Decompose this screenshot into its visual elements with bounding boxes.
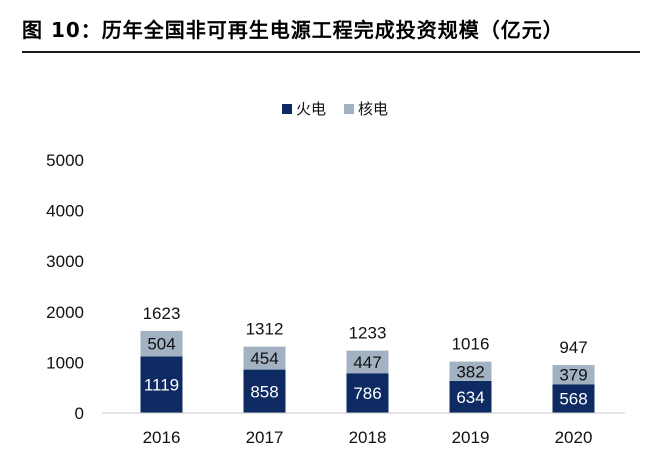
bar-segment-1 (552, 365, 595, 385)
bar-total-label: 1623 (143, 304, 181, 323)
bar-total-label: 1312 (246, 320, 284, 339)
x-tick-label: 2017 (246, 428, 284, 447)
bar-value-label: 634 (456, 388, 484, 407)
bar-segment-1 (140, 330, 183, 357)
bar-segment-1 (243, 346, 286, 370)
bar-value-label: 447 (353, 353, 381, 372)
bar-value-label: 568 (559, 390, 587, 409)
bar-value-label: 786 (353, 384, 381, 403)
bar-value-label: 379 (559, 366, 587, 385)
x-tick-label: 2018 (349, 428, 387, 447)
legend-label-0: 火电 (296, 100, 326, 118)
bar-segment-0 (243, 369, 286, 413)
x-tick-label: 2019 (452, 428, 490, 447)
title-divider (22, 51, 640, 53)
y-tick-label: 5000 (46, 151, 84, 170)
bar-value-label: 858 (250, 382, 278, 401)
bar-segment-0 (140, 356, 183, 413)
x-tick-label: 2016 (143, 428, 181, 447)
y-tick-label: 0 (75, 404, 84, 423)
bar-value-label: 1119 (144, 376, 179, 395)
bar-segment-0 (346, 373, 389, 413)
y-axis: 0 1000 2000 3000 4000 5000 (46, 151, 84, 423)
bar-value-label: 504 (147, 335, 175, 354)
bar-total-label: 1016 (452, 335, 490, 354)
bar-segment-1 (449, 361, 492, 381)
x-axis: 2016 2017 2018 2019 2020 (102, 412, 625, 447)
chart-legend: 火电 核电 (282, 100, 388, 118)
bars: 1119 504 1623 858 454 1312 786 447 1233 634 382 101… (140, 304, 595, 413)
bar-segment-0 (552, 384, 595, 413)
y-tick-label: 3000 (46, 252, 84, 271)
legend-label-1: 核电 (358, 100, 388, 118)
x-tick-label: 2020 (555, 428, 593, 447)
bar-value-label: 454 (250, 349, 278, 368)
legend-swatch-1 (344, 104, 354, 114)
bar-value-label: 382 (456, 362, 484, 381)
legend-swatch-0 (282, 104, 292, 114)
bar-total-label: 947 (559, 338, 587, 357)
bar-segment-1 (346, 350, 389, 374)
page-title: 图 10：历年全国非可再生电源工程完成投资规模（亿元） (22, 18, 564, 42)
bar-segment-0 (449, 380, 492, 413)
y-tick-label: 2000 (46, 303, 84, 322)
bar-total-label: 1233 (349, 324, 387, 343)
y-tick-label: 1000 (46, 353, 84, 372)
y-tick-label: 4000 (46, 202, 84, 221)
